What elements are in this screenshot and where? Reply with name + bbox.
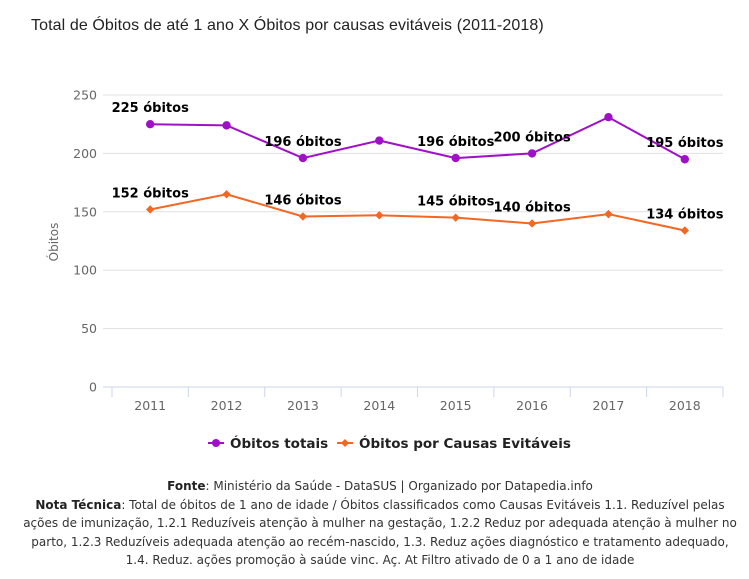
y-tick-label: 150 <box>73 204 97 219</box>
note-label: Nota Técnica <box>35 497 122 512</box>
x-tick-label: 2017 <box>593 398 625 413</box>
line-chart: 0 50 100 150 200 250 2011 2012 2013 2014 2015 2016… <box>46 88 724 453</box>
technical-note: Nota Técnica: Total de óbitos de 1 ano d… <box>20 496 740 570</box>
source-label: Fonte <box>167 479 206 493</box>
data-point <box>222 190 231 199</box>
source-text: : Ministério da Saúde - DataSUS | Organi… <box>205 479 593 493</box>
legend-marker-icon <box>212 439 220 447</box>
data-point <box>375 136 384 145</box>
data-point <box>451 153 460 163</box>
x-tick-label: 2016 <box>516 398 548 413</box>
data-point <box>222 121 231 130</box>
series-line-1 <box>150 116 686 161</box>
x-tick-label: 2015 <box>440 398 472 413</box>
series-group <box>145 112 690 235</box>
data-label: 152 óbitos <box>112 186 190 201</box>
data-label: 196 óbitos <box>264 135 342 150</box>
data-label: 200 óbitos <box>493 130 571 145</box>
y-axis-label: Óbitos <box>46 223 61 262</box>
x-tick-label: 2013 <box>287 398 319 413</box>
data-point <box>298 153 308 163</box>
data-label: 134 óbitos <box>646 207 724 222</box>
note-text: : Total de óbitos de 1 ano de idade / Ób… <box>23 497 737 568</box>
data-point <box>527 219 537 228</box>
x-tick-label: 2012 <box>211 398 243 413</box>
y-tick-label: 0 <box>89 380 97 395</box>
data-label: 225 óbitos <box>112 101 190 116</box>
data-point <box>680 155 690 164</box>
data-point <box>604 112 613 122</box>
data-point <box>145 205 155 214</box>
y-tick-label: 100 <box>73 263 97 278</box>
legend-item-1[interactable]: Óbitos totais <box>208 434 328 452</box>
data-label: 145 óbitos <box>417 195 495 210</box>
data-point <box>298 212 308 221</box>
x-tick-label: 2018 <box>669 398 701 413</box>
legend-label: Óbitos por Causas Evitáveis <box>359 434 571 452</box>
y-tick-label: 200 <box>73 146 97 161</box>
data-label: 195 óbitos <box>646 136 724 151</box>
legend-item-2[interactable]: Óbitos por Causas Evitáveis <box>337 434 571 452</box>
data-point <box>145 120 155 129</box>
y-tick-label: 50 <box>81 321 97 336</box>
data-point <box>451 213 460 222</box>
legend-label: Óbitos totais <box>230 434 328 452</box>
chart-footer: Fonte: Ministério da Saúde - DataSUS | O… <box>20 477 740 570</box>
data-point <box>604 209 613 219</box>
chart-title: Total de Óbitos de até 1 ano X Óbitos po… <box>31 17 544 34</box>
legend-marker-icon <box>341 439 349 447</box>
data-label: 196 óbitos <box>417 135 495 150</box>
data-point <box>375 211 384 220</box>
y-axis-ticks: 0 50 100 150 200 250 <box>73 88 97 395</box>
y-tick-label: 250 <box>73 88 97 103</box>
x-tick-label: 2011 <box>134 398 166 413</box>
data-point <box>527 149 537 158</box>
x-axis: 2011 2012 2013 2014 2015 2016 2017 2018 <box>103 386 724 413</box>
grid-lines <box>103 94 723 330</box>
data-point <box>680 226 690 235</box>
x-tick-label: 2014 <box>363 398 395 413</box>
data-label: 140 óbitos <box>493 200 571 215</box>
series-line-2 <box>149 193 686 232</box>
legend: Óbitos totais Óbitos por Causas Evitáveis <box>208 434 571 452</box>
data-label: 146 óbitos <box>264 193 342 208</box>
source-line: Fonte: Ministério da Saúde - DataSUS | O… <box>20 477 740 496</box>
